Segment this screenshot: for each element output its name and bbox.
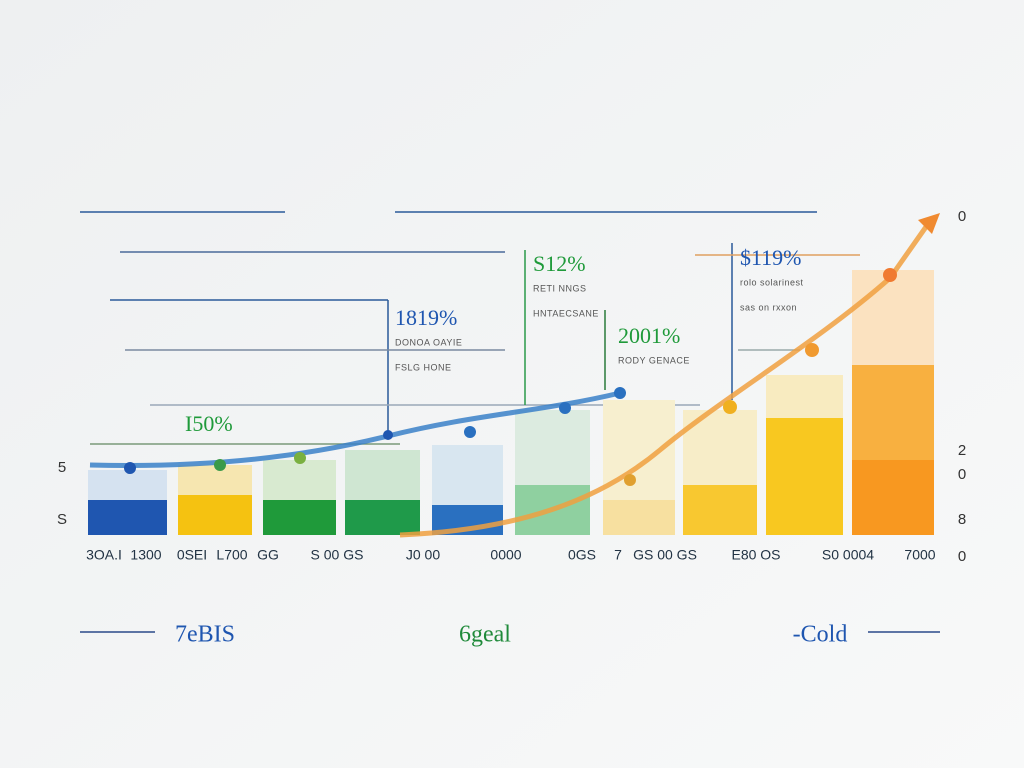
x-label: 0000: [490, 547, 521, 563]
right-axis-label: 2: [958, 442, 966, 459]
callout-value: 2001%: [618, 323, 680, 348]
right-axis-label: 0: [958, 548, 966, 565]
x-label: L700: [216, 547, 247, 563]
callout-text: DONOA OAYIE: [395, 337, 462, 347]
x-label: GS 00 GS: [633, 547, 697, 563]
markers: [124, 268, 897, 486]
x-label: 0SEI: [177, 547, 207, 563]
arrow-head: [918, 213, 940, 234]
bars: [88, 270, 934, 535]
callout-value: 1819%: [395, 305, 457, 330]
left-axis-label: 5: [58, 459, 66, 476]
x-label: E80 OS: [731, 547, 780, 563]
x-label: S0 0004: [822, 547, 874, 563]
callout-text: RODY GENACE: [618, 355, 690, 365]
x-label: J0 00: [406, 547, 440, 563]
callout-value: $119%: [740, 245, 802, 270]
right-axis-label: 0: [958, 466, 966, 483]
callout-text: FSLG HONE: [395, 362, 452, 372]
left-axis-label: S: [57, 511, 67, 528]
x-label: 7: [614, 547, 622, 563]
x-label: GG: [257, 547, 279, 563]
x-label: 0GS: [568, 547, 596, 563]
callout-value: I50%: [185, 411, 233, 436]
callout-text: HNTAECSANE: [533, 308, 599, 318]
callout-text: RETI NNGS: [533, 283, 587, 293]
x-label: 7000: [904, 547, 935, 563]
right-axis-label: 0: [958, 208, 966, 225]
callout-text: sas on rxxon: [740, 302, 797, 312]
right-axis-label: 8: [958, 511, 966, 528]
legend-label: -Cold: [793, 622, 848, 648]
orange-curve: [399, 222, 931, 538]
x-label: S 00 GS: [311, 547, 364, 563]
x-label: 1300: [130, 547, 161, 563]
legend-label: 6geal: [459, 622, 511, 648]
callout-value: S12%: [533, 251, 586, 276]
legend-label: 7eBIS: [175, 622, 235, 648]
x-label: 3OA.I: [86, 547, 122, 563]
callout-text: rolo solarinest: [740, 277, 804, 287]
